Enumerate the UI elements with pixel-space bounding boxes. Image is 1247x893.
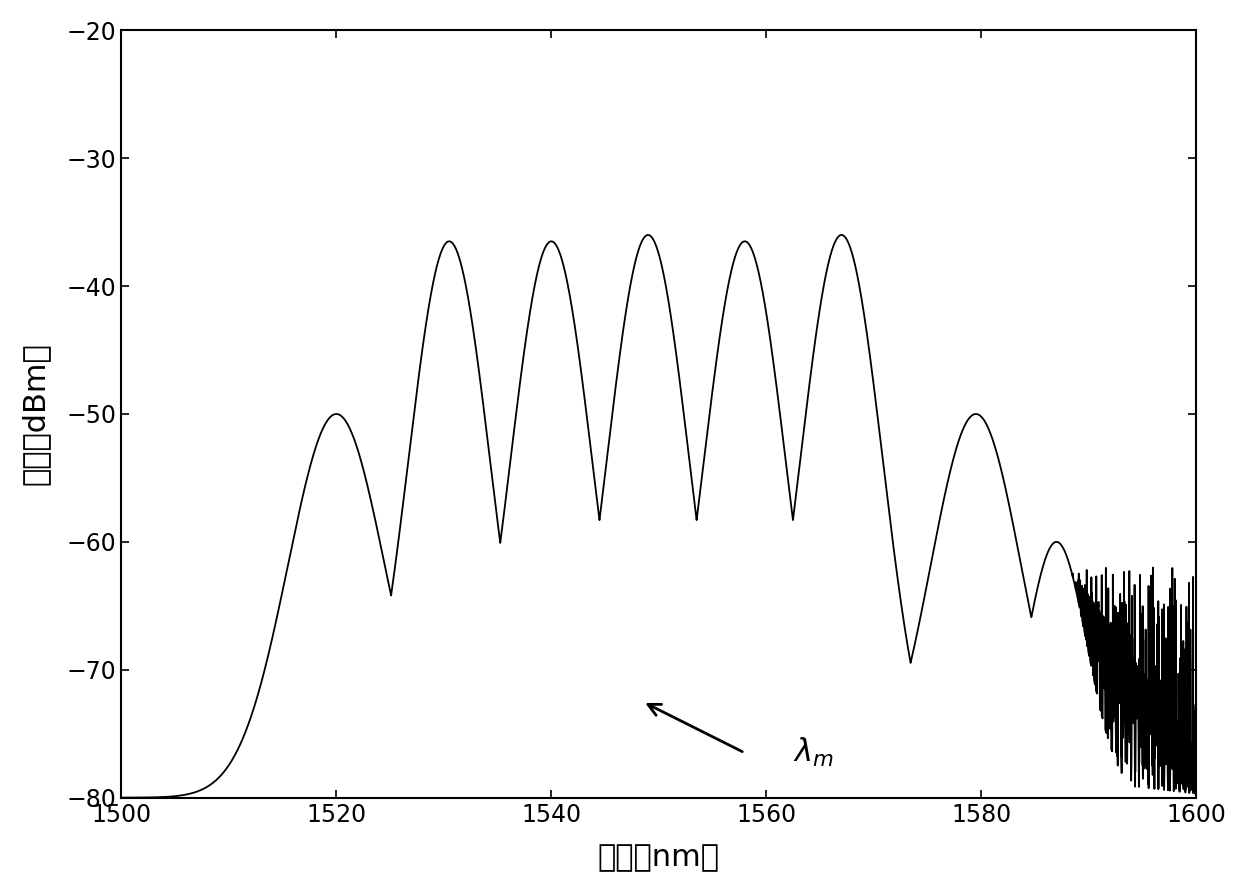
Y-axis label: 功率（dBm）: 功率（dBm） — [21, 343, 50, 486]
Text: $\lambda_{m}$: $\lambda_{m}$ — [793, 737, 834, 770]
X-axis label: 波长（nm）: 波长（nm） — [597, 843, 720, 872]
